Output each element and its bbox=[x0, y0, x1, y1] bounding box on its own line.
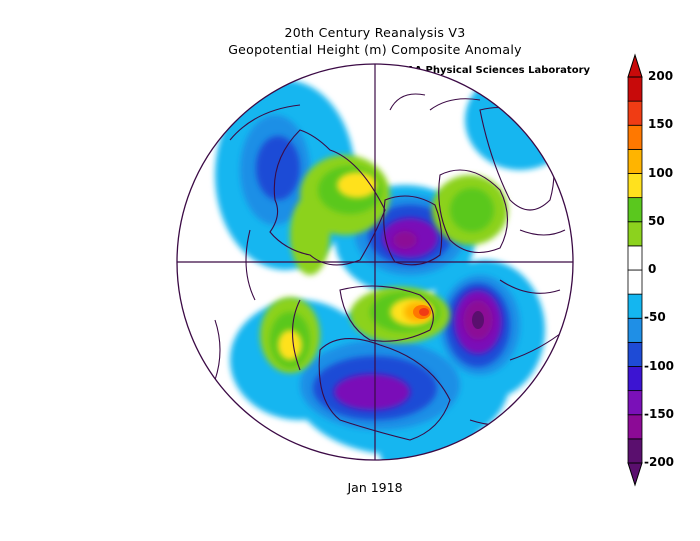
credit-label: NOAA Physical Sciences Laboratory bbox=[390, 65, 591, 76]
colorbar-segment bbox=[627, 100, 643, 126]
coastlines bbox=[214, 93, 566, 441]
colorbar-segment bbox=[627, 317, 643, 343]
colorbar-top-arrow bbox=[627, 53, 643, 78]
colorbar-segment bbox=[627, 197, 643, 223]
colorbar-tick-label: -200 bbox=[644, 455, 675, 469]
colorbar-segment bbox=[627, 341, 643, 367]
colorbar-segment bbox=[627, 245, 643, 271]
map-title-line2: Geopotential Height (m) Composite Anomal… bbox=[228, 42, 522, 57]
colorbar-segment bbox=[627, 173, 643, 199]
colorbar-segment bbox=[627, 148, 643, 174]
colorbar-tick-label: 200 bbox=[648, 69, 674, 83]
colorbar-tick-label: 100 bbox=[648, 165, 674, 180]
map-title-line1: 20th Century Reanalysis V3 bbox=[284, 25, 466, 40]
colorbar-tick-label: 0 bbox=[648, 262, 657, 276]
colorbar-tick-label: -100 bbox=[644, 358, 675, 373]
date-caption: Jan 1918 bbox=[347, 480, 403, 495]
colorbar-tick-label: -150 bbox=[644, 406, 675, 421]
colorbar-segment bbox=[627, 293, 643, 319]
colorbar-segment bbox=[627, 366, 643, 392]
colorbar-segment bbox=[627, 76, 643, 102]
colorbar-segment bbox=[627, 221, 643, 247]
colorbar-tick-label: 50 bbox=[648, 213, 665, 228]
colorbar-tick-label: 150 bbox=[648, 117, 674, 132]
colorbar-segment bbox=[627, 438, 643, 464]
colorbar-segment bbox=[627, 390, 643, 416]
map-boundary bbox=[176, 63, 574, 461]
colorbar-segment bbox=[627, 414, 643, 440]
colorbar-tick-label: -50 bbox=[644, 310, 666, 325]
colorbar-segment bbox=[627, 124, 643, 150]
colorbar-segment bbox=[627, 269, 643, 295]
colorbar-bottom-arrow bbox=[627, 462, 643, 487]
